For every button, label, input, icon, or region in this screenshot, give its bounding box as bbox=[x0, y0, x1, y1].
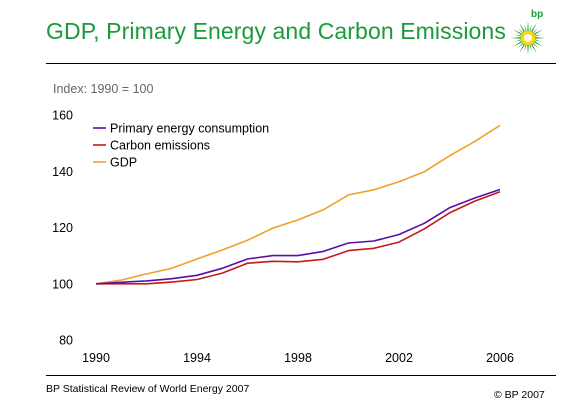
series-line-carbon-emissions bbox=[96, 191, 501, 285]
x-tick-label: 2006 bbox=[486, 351, 514, 365]
copyright-note: © BP 2007 bbox=[494, 389, 545, 401]
bp-logo-text: bp bbox=[531, 9, 544, 20]
y-tick-label: 100 bbox=[52, 277, 73, 291]
x-tick-label: 1994 bbox=[183, 351, 211, 365]
legend-label: Carbon emissions bbox=[110, 139, 210, 153]
series-line-primary-energy-consumption bbox=[95, 188, 501, 285]
chart-title: GDP, Primary Energy and Carbon Emissions bbox=[46, 18, 506, 44]
legend-label: Primary energy consumption bbox=[110, 122, 269, 136]
y-tick-label: 140 bbox=[52, 165, 73, 179]
source-note: BP Statistical Review of World Energy 20… bbox=[46, 383, 250, 395]
x-tick-label: 1990 bbox=[82, 351, 110, 365]
y-tick-label: 80 bbox=[59, 334, 73, 348]
y-tick-label: 160 bbox=[52, 109, 73, 123]
series-lines bbox=[95, 124, 501, 285]
header-divider bbox=[46, 63, 556, 64]
x-tick-label: 2002 bbox=[385, 351, 413, 365]
y-tick-label: 120 bbox=[52, 221, 73, 235]
footer-divider bbox=[46, 375, 556, 376]
x-axis: 1990 1994 1998 2002 2006 bbox=[82, 351, 514, 365]
legend-label: GDP bbox=[110, 156, 137, 170]
series-line-gdp bbox=[95, 124, 501, 285]
y-axis: 80 100 120 140 160 bbox=[52, 109, 73, 348]
legend: Primary energy consumption Carbon emissio… bbox=[93, 122, 269, 170]
x-tick-label: 1998 bbox=[284, 351, 312, 365]
bp-helios-logo-icon bbox=[510, 20, 546, 56]
chart-subtitle: Index: 1990 = 100 bbox=[53, 82, 154, 96]
